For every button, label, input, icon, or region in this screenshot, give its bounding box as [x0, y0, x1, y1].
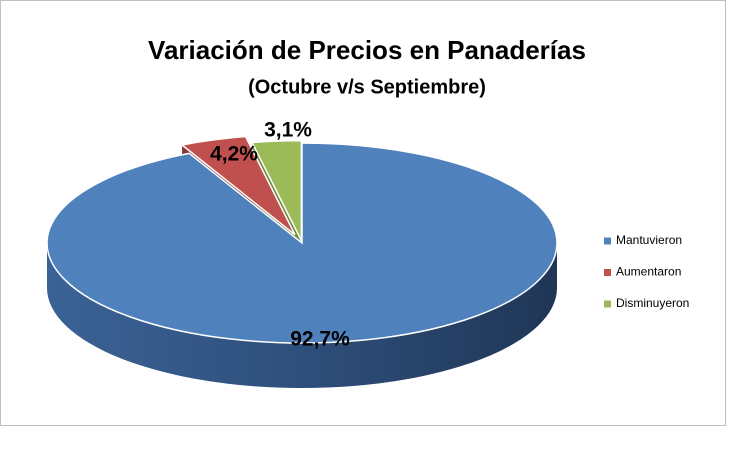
legend-swatch	[604, 300, 611, 308]
pie-slice	[46, 142, 558, 344]
pie	[46, 135, 558, 388]
pie-side	[47, 243, 557, 388]
legend-swatch	[604, 237, 611, 245]
legend-label: Mantuvieron	[616, 233, 682, 247]
pie-slice	[180, 135, 296, 236]
value-label: 92,7%	[290, 328, 350, 351]
pie-slice	[250, 139, 303, 241]
legend-label: Disminuyeron	[616, 296, 689, 310]
legend-label: Aumentaron	[616, 265, 681, 279]
legend-swatch	[604, 269, 611, 276]
value-label: 3,1%	[264, 119, 312, 142]
legend: Mantuvieron Aumentaron Disminuyeron	[604, 233, 689, 310]
chart-subtitle: (Octubre v/s Septiembre)	[248, 76, 486, 98]
value-label: 4,2%	[210, 143, 258, 166]
chart-title: Variación de Precios en Panaderías	[148, 35, 586, 65]
